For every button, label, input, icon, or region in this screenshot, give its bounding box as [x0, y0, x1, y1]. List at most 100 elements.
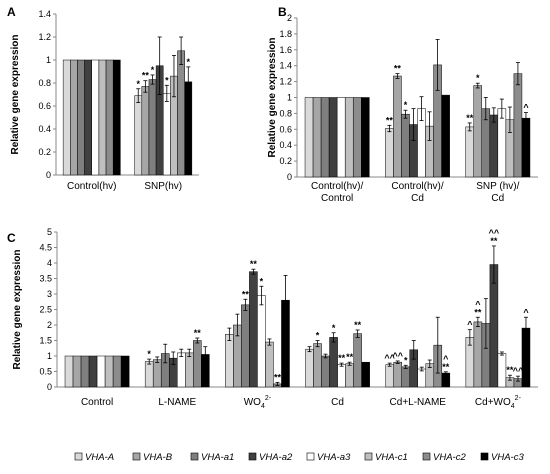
bar-VHA-A: [62, 59, 71, 176]
bar-VHA-a3: [91, 59, 100, 176]
bar-VHA-c1: [265, 341, 274, 388]
category-label: Control: [81, 397, 113, 408]
category-label: SNP (hv)/: [476, 181, 519, 192]
bar-VHA-c3: [120, 355, 130, 388]
category-label: Control(hv): [67, 181, 116, 192]
bar-VHA-a2: [329, 337, 338, 388]
significance-mark: *: [187, 57, 191, 67]
bar-VHA-a3: [177, 352, 186, 388]
bar-VHA-c3: [112, 59, 121, 176]
significance-mark: ^^: [513, 366, 524, 376]
category-label: Cd+WO42-: [475, 395, 522, 410]
bar-VHA-c1: [344, 97, 354, 178]
bar-VHA-a1: [148, 79, 157, 176]
y-tick-label: 0.8: [279, 108, 292, 118]
y-axis-title: Relative gene expression: [267, 37, 278, 157]
significance-mark: **: [274, 372, 282, 382]
bar-VHA-a1: [401, 366, 410, 388]
y-axis-title: Relative gene expression: [12, 249, 23, 369]
bar-VHA-B: [473, 85, 483, 178]
y-tick-label: 0: [46, 170, 51, 180]
legend-swatch-VHA-B: [132, 452, 141, 461]
bar-VHA-B: [313, 343, 322, 388]
bar-VHA-a1: [241, 304, 250, 388]
category-label-main: Control: [81, 397, 113, 408]
category-label: WO42-: [244, 395, 272, 410]
bar-VHA-B: [72, 355, 82, 388]
legend-label-VHA-c3: VHA-c3: [491, 452, 524, 463]
significance-mark: ^: [523, 307, 529, 317]
category-label-line2: Control: [321, 193, 353, 204]
legend-swatch-VHA-A: [74, 452, 83, 461]
significance-mark: *: [316, 331, 320, 341]
category-label-subscript: 4: [261, 403, 265, 410]
bar-VHA-a3: [337, 364, 346, 388]
significance-mark: *: [332, 323, 336, 333]
bar-VHA-a3: [96, 355, 106, 388]
legend-label-VHA-a3: VHA-a3: [317, 452, 351, 463]
legend-swatch-VHA-c3: [480, 452, 489, 461]
bar-VHA-c3: [441, 372, 451, 388]
bar-VHA-A: [385, 128, 394, 178]
category-label-line2: Cd: [491, 193, 504, 204]
bar-VHA-B: [393, 75, 402, 178]
significance-mark: *: [136, 79, 140, 89]
legend-swatch-VHA-c1: [364, 452, 373, 461]
bar-VHA-B: [70, 59, 78, 176]
y-tick-label: 1: [287, 93, 292, 103]
category-label-main: L-NAME: [158, 397, 196, 408]
legend-swatch-VHA-a3: [306, 452, 315, 461]
bar-VHA-a3: [257, 295, 266, 388]
bar-VHA-a1: [321, 355, 330, 388]
bar-VHA-c1: [104, 355, 114, 388]
panel-label-B: B: [278, 5, 287, 19]
significance-mark: **: [194, 328, 202, 338]
bar-VHA-a2: [489, 114, 499, 178]
bar-VHA-B: [141, 86, 150, 176]
bar-VHA-A: [305, 348, 314, 388]
y-tick-label: 4.5: [39, 243, 52, 253]
legend-label-VHA-A: VHA-A: [85, 452, 114, 463]
bar-VHA-c1: [345, 363, 354, 388]
significance-mark: *: [404, 355, 408, 365]
significance-mark: ^: [443, 354, 449, 364]
legend-swatch-VHA-a1: [190, 452, 199, 461]
category-label-main: Cd+L-NAME: [390, 397, 447, 408]
y-tick-label: 0: [47, 382, 52, 392]
category-label: Control(hv)/: [311, 181, 363, 192]
bar-VHA-B: [393, 361, 402, 388]
significance-mark: **: [386, 115, 394, 125]
bar-VHA-c3: [361, 361, 370, 388]
significance-mark: ^^: [384, 353, 395, 363]
bar-VHA-c2: [513, 73, 523, 178]
y-tick-label: 2: [287, 13, 292, 23]
y-tick-label: 0.8: [38, 78, 51, 88]
significance-mark: *: [151, 65, 155, 75]
bar-VHA-a3: [163, 93, 171, 176]
legend-swatch-VHA-a2: [248, 452, 257, 461]
bar-VHA-a3: [497, 353, 507, 388]
significance-mark: *: [260, 276, 264, 286]
bar-VHA-a2: [88, 355, 98, 388]
bar-VHA-c2: [352, 97, 362, 178]
y-tick-label: 1.2: [279, 77, 292, 87]
y-tick-label: 0.4: [279, 140, 292, 150]
bar-VHA-A: [304, 97, 314, 178]
significance-mark: **: [354, 320, 362, 330]
significance-mark: **: [474, 307, 482, 317]
category-label-subscript: 4: [511, 403, 515, 410]
significance-mark: **: [490, 236, 498, 246]
bar-VHA-a1: [77, 59, 85, 176]
bar-VHA-a3: [497, 108, 507, 178]
significance-mark: **: [466, 113, 474, 123]
y-tick-label: 1: [46, 55, 51, 65]
category-label-main: WO: [244, 397, 261, 408]
category-label-main: Cd+WO: [475, 397, 511, 408]
bar-VHA-c2: [112, 355, 122, 388]
y-tick-label: 3.5: [39, 274, 52, 284]
y-tick-label: 0.6: [279, 124, 292, 134]
y-tick-label: 0.6: [38, 101, 51, 111]
bar-VHA-B: [312, 97, 322, 178]
significance-mark: **: [250, 259, 258, 269]
